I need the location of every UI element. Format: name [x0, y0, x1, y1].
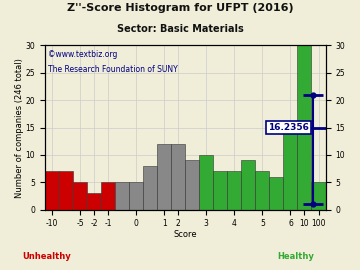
Bar [185, 160, 199, 210]
Bar [255, 171, 269, 210]
Text: Z''-Score Histogram for UFPT (2016): Z''-Score Histogram for UFPT (2016) [67, 3, 293, 13]
Bar [297, 46, 311, 210]
Bar [115, 182, 129, 210]
Bar [73, 182, 87, 210]
Bar [311, 182, 325, 210]
Bar [241, 160, 255, 210]
Text: 16.2356: 16.2356 [268, 123, 309, 132]
Text: ©www.textbiz.org: ©www.textbiz.org [48, 50, 117, 59]
Y-axis label: Number of companies (246 total): Number of companies (246 total) [15, 58, 24, 198]
Bar [87, 193, 101, 210]
Bar [101, 182, 115, 210]
Bar [199, 155, 213, 210]
Bar [171, 144, 185, 210]
Text: Healthy: Healthy [277, 252, 314, 261]
Text: The Research Foundation of SUNY: The Research Foundation of SUNY [48, 65, 177, 74]
X-axis label: Score: Score [174, 230, 197, 239]
Bar [45, 171, 59, 210]
Text: Unhealthy: Unhealthy [22, 252, 71, 261]
Bar [213, 171, 227, 210]
Bar [227, 171, 241, 210]
Bar [143, 166, 157, 210]
Bar [269, 177, 283, 210]
Bar [129, 182, 143, 210]
Bar [157, 144, 171, 210]
Bar [59, 171, 73, 210]
Text: Sector: Basic Materials: Sector: Basic Materials [117, 24, 243, 34]
Bar [283, 128, 297, 210]
